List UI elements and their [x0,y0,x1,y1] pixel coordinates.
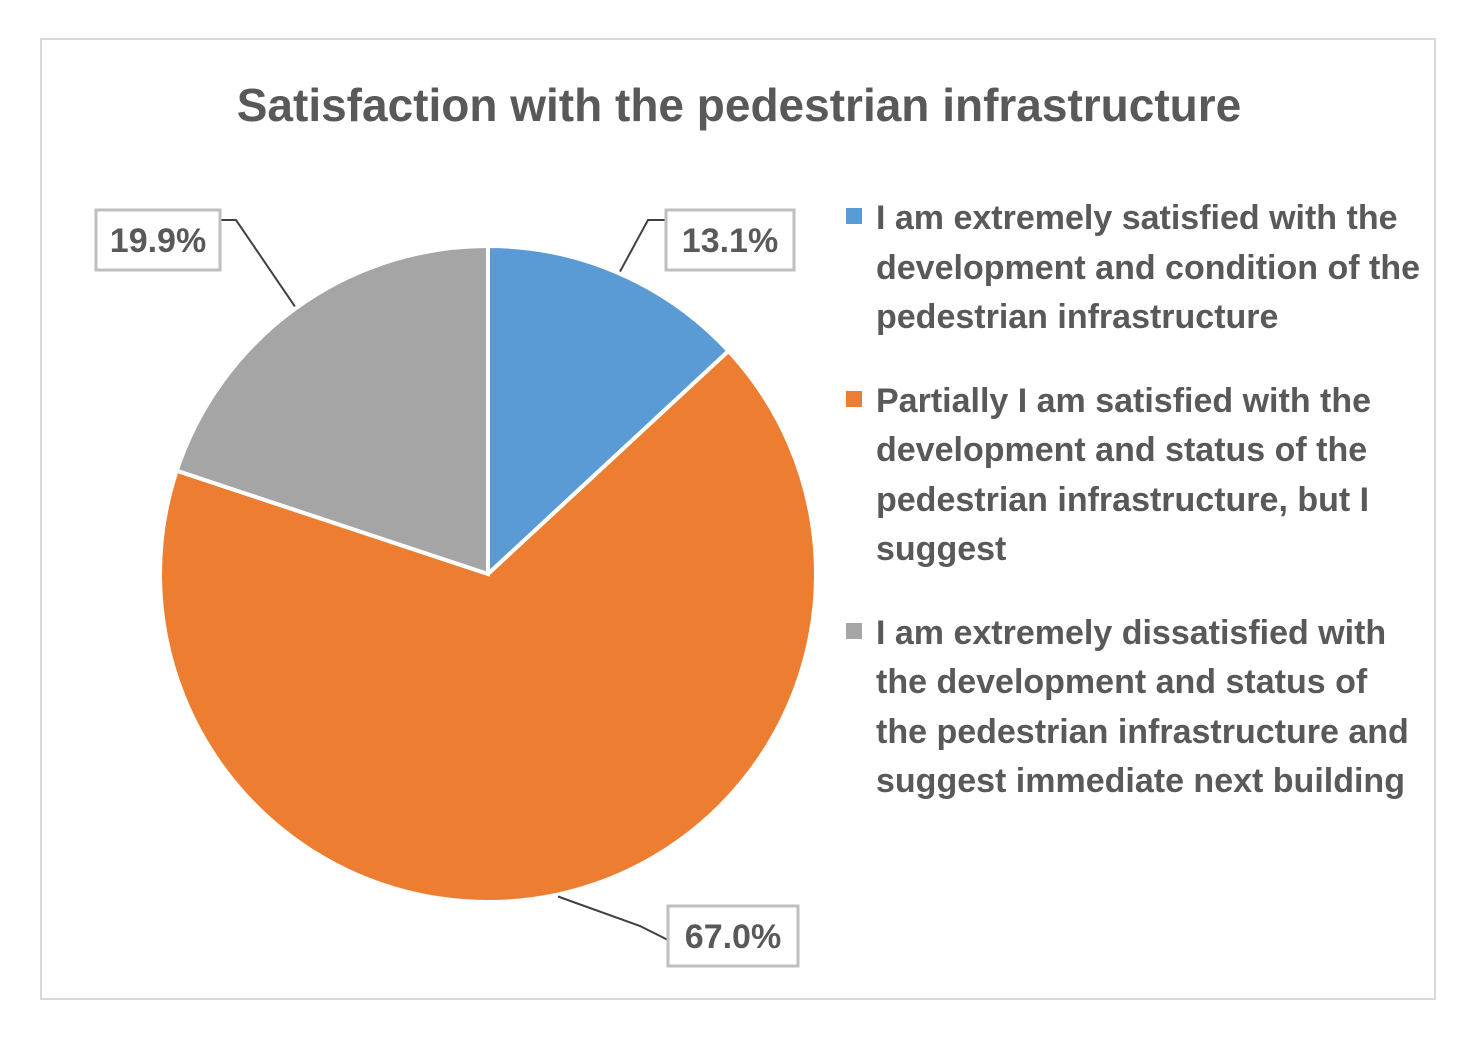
leader-line [220,219,296,307]
legend-swatch [846,390,862,407]
legend-label: I am extremely dissatisfied with the dev… [876,613,1409,801]
chart-title: Satisfaction with the pedestrian infrast… [236,79,1242,131]
data-label-box [94,208,222,272]
legend-item: Partially I am satisfied with the develo… [846,377,1426,575]
data-label: 67.0% [685,918,781,956]
pie-slice [158,348,818,904]
leader-line [557,895,669,941]
legend-label: I am extremely satisfied with the develo… [876,199,1420,336]
legend-label: Partially I am satisfied with the develo… [876,381,1372,569]
pie-slice [174,243,490,577]
data-label: 13.1% [682,222,778,260]
legend-swatch [846,208,862,224]
leader-line [619,219,666,273]
data-label-box [666,904,800,968]
legend-item: I am extremely satisfied with the develo… [846,194,1426,343]
chart-legend: I am extremely satisfied with the develo… [846,194,1426,841]
legend-swatch [846,622,862,639]
legend-item: I am extremely dissatisfied with the dev… [846,609,1426,807]
data-label-box [664,208,796,272]
data-label: 19.9% [110,222,206,260]
pie-slice [486,243,732,579]
